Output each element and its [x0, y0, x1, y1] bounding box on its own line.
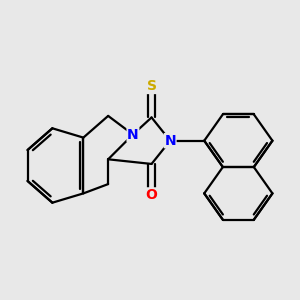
Text: N: N [127, 128, 139, 142]
Text: O: O [146, 188, 158, 202]
Text: S: S [146, 80, 157, 94]
Text: N: N [164, 134, 176, 148]
